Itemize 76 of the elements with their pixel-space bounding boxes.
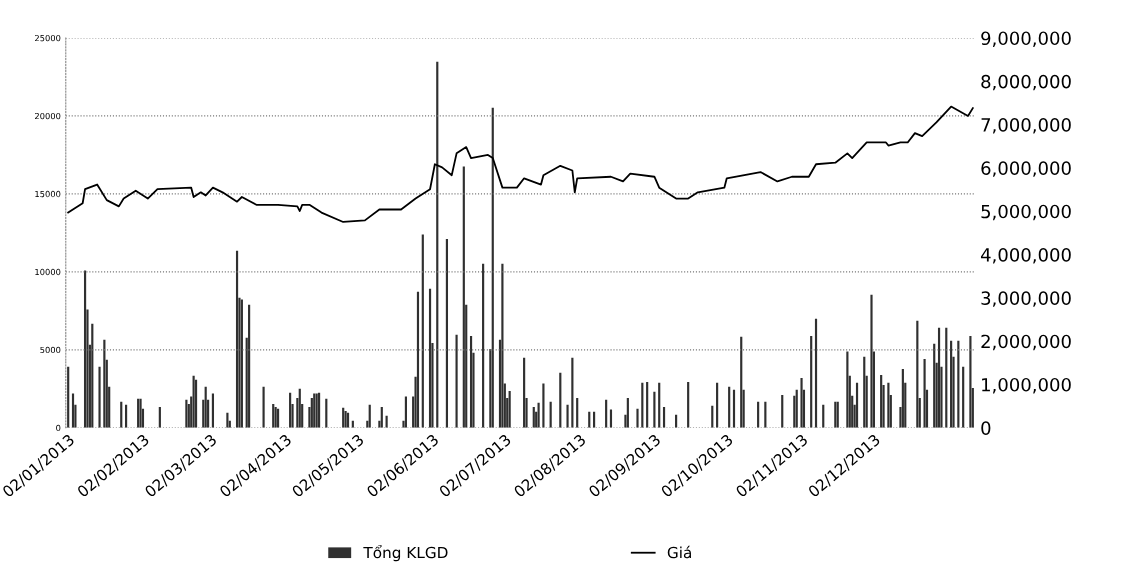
y2-tick-label: 5,000,000 <box>981 204 1071 221</box>
y2-tick-label: 1,000,000 <box>982 377 1071 394</box>
bar <box>923 358 926 428</box>
bar <box>469 335 473 428</box>
y-tick-label: 0 <box>56 424 61 432</box>
bar <box>810 335 813 428</box>
y2-tick-label: 9,000,000 <box>981 31 1071 47</box>
bar <box>740 336 743 428</box>
bar <box>98 366 101 428</box>
bar <box>428 288 432 428</box>
bar <box>653 391 656 428</box>
bar <box>687 381 690 428</box>
legend-label: Tổng KLGD <box>363 544 448 562</box>
bar <box>571 357 574 428</box>
y-tick-label: 10000 <box>35 268 61 276</box>
bar <box>491 107 494 428</box>
bar <box>248 304 251 428</box>
bar <box>67 366 70 428</box>
bar <box>863 356 866 428</box>
bar <box>641 382 644 428</box>
bar <box>523 357 526 428</box>
y-tick-label: 25000 <box>35 34 61 42</box>
bar <box>933 343 936 428</box>
bar <box>855 382 859 428</box>
y2-tick-label: 8,000,000 <box>981 74 1071 91</box>
bar <box>462 166 465 428</box>
bar <box>870 294 873 428</box>
bar <box>945 327 948 428</box>
bar <box>646 381 649 428</box>
bar <box>716 382 719 428</box>
y2-tick-label: 4,000,000 <box>980 247 1071 264</box>
bar <box>235 250 239 428</box>
bar <box>192 375 195 428</box>
bar <box>482 263 485 428</box>
bar <box>800 377 803 428</box>
y2-tick-label: 3,000,000 <box>981 291 1071 307</box>
y-tick-label: 15000 <box>35 190 61 198</box>
bar <box>658 382 661 428</box>
bar <box>962 366 965 428</box>
bar <box>901 368 904 428</box>
bar <box>887 382 890 428</box>
bar <box>880 374 883 428</box>
bar <box>262 386 265 428</box>
bar <box>846 351 849 428</box>
bar <box>950 340 953 428</box>
bar <box>559 372 562 428</box>
bar <box>916 320 919 428</box>
bar <box>957 340 960 428</box>
bar <box>91 323 94 428</box>
bar <box>445 238 449 428</box>
y2-tick-label: 7,000,000 <box>981 118 1071 134</box>
bar <box>103 339 106 428</box>
bar <box>636 408 639 428</box>
bar <box>937 327 941 428</box>
bar <box>436 61 439 428</box>
bar <box>728 386 731 428</box>
bar <box>194 379 198 428</box>
bar <box>566 404 569 428</box>
y-tick-label: 20000 <box>35 112 61 120</box>
y2-tick-label: 6,000,000 <box>981 161 1071 177</box>
bar <box>455 334 458 428</box>
y2-tick-label: 2,000,000 <box>981 334 1071 351</box>
bar <box>421 234 424 428</box>
bar <box>969 335 972 428</box>
bar <box>416 291 420 428</box>
bar <box>781 394 784 428</box>
bar <box>501 263 504 428</box>
bar <box>542 383 545 428</box>
legend-label: Giá <box>667 545 691 559</box>
bar <box>204 386 207 428</box>
y-tick-label: 5000 <box>40 346 61 354</box>
bar <box>508 390 511 428</box>
bar <box>814 318 818 428</box>
line-series <box>67 105 974 223</box>
y2-tick-label: 0 <box>981 421 991 435</box>
bar <box>83 270 87 428</box>
